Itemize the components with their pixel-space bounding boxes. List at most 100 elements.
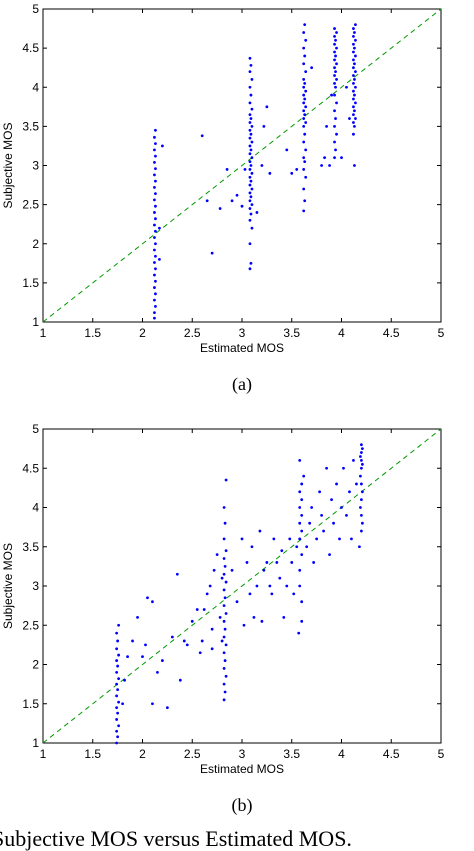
data-point bbox=[268, 171, 272, 175]
data-point bbox=[360, 490, 364, 494]
data-point bbox=[302, 101, 306, 105]
data-point bbox=[333, 140, 336, 144]
x-tick-label: 3 bbox=[239, 326, 246, 340]
data-point bbox=[302, 474, 306, 478]
data-point bbox=[270, 592, 274, 596]
data-point bbox=[315, 537, 319, 541]
data-point bbox=[249, 93, 253, 97]
y-tick-label: 2 bbox=[32, 237, 39, 251]
data-point bbox=[212, 568, 216, 572]
data-point bbox=[225, 168, 229, 171]
data-point bbox=[243, 168, 247, 171]
data-point bbox=[302, 109, 306, 113]
data-point bbox=[302, 117, 306, 120]
data-point bbox=[335, 101, 338, 105]
data-point bbox=[222, 588, 226, 592]
data-point bbox=[334, 54, 337, 58]
data-point bbox=[222, 506, 226, 509]
data-point bbox=[153, 286, 156, 289]
data-point bbox=[335, 78, 338, 81]
data-point bbox=[249, 63, 253, 67]
data-point bbox=[352, 50, 355, 54]
data-point bbox=[250, 124, 254, 128]
data-point bbox=[218, 616, 222, 619]
data-point bbox=[265, 561, 269, 564]
data-point bbox=[117, 677, 121, 681]
data-point bbox=[295, 168, 299, 171]
data-point bbox=[248, 267, 252, 271]
data-point bbox=[318, 490, 322, 494]
data-point bbox=[333, 34, 336, 38]
data-point bbox=[115, 682, 119, 686]
data-point bbox=[248, 128, 252, 132]
data-point bbox=[205, 199, 209, 203]
data-point bbox=[222, 651, 226, 655]
data-point bbox=[153, 186, 156, 189]
data-point bbox=[359, 474, 362, 478]
data-point bbox=[248, 160, 252, 163]
data-point bbox=[353, 31, 356, 34]
data-point bbox=[304, 89, 308, 93]
y-axis-label: Subjective MOS bbox=[1, 543, 15, 629]
data-point bbox=[117, 623, 121, 627]
data-point bbox=[355, 482, 358, 486]
data-point bbox=[252, 616, 256, 619]
data-point bbox=[250, 171, 254, 175]
data-point bbox=[248, 56, 252, 60]
data-point bbox=[116, 735, 120, 739]
data-point bbox=[290, 561, 294, 564]
data-point bbox=[288, 537, 292, 541]
data-point bbox=[161, 659, 164, 662]
data-point bbox=[248, 218, 252, 222]
data-point bbox=[304, 70, 308, 73]
panel-label: (b) bbox=[232, 795, 253, 816]
data-point bbox=[352, 459, 355, 462]
data-point bbox=[250, 545, 254, 549]
data-point bbox=[131, 639, 134, 643]
data-point bbox=[156, 670, 159, 674]
data-point bbox=[222, 557, 226, 560]
data-point bbox=[200, 639, 204, 643]
data-point bbox=[154, 154, 157, 158]
data-point bbox=[153, 135, 156, 139]
data-point bbox=[230, 568, 234, 572]
data-point bbox=[248, 136, 252, 140]
y-tick-label: 3.5 bbox=[22, 540, 39, 554]
data-point bbox=[354, 70, 357, 73]
data-point bbox=[353, 78, 356, 81]
x-tick-label: 2 bbox=[139, 747, 146, 761]
x-tick-label: 4 bbox=[338, 747, 345, 761]
data-point bbox=[292, 592, 296, 596]
data-point bbox=[144, 643, 147, 647]
data-point bbox=[249, 132, 253, 136]
data-point bbox=[290, 171, 294, 175]
data-point bbox=[360, 529, 363, 533]
y-tick-label: 5 bbox=[32, 2, 39, 16]
data-point bbox=[354, 54, 357, 58]
x-tick-label: 2.5 bbox=[184, 747, 201, 761]
data-point bbox=[298, 490, 302, 494]
data-point bbox=[265, 105, 269, 109]
data-point bbox=[235, 193, 239, 197]
y-tick-label: 3 bbox=[32, 579, 39, 593]
x-tick-label: 2.5 bbox=[184, 326, 201, 340]
data-point bbox=[202, 608, 206, 611]
data-point bbox=[275, 561, 279, 564]
data-point bbox=[154, 217, 157, 221]
data-point bbox=[352, 58, 355, 62]
data-point bbox=[353, 93, 356, 97]
data-point bbox=[360, 498, 363, 502]
data-point bbox=[354, 117, 357, 120]
data-point bbox=[154, 242, 157, 246]
data-point bbox=[222, 537, 226, 541]
data-point bbox=[262, 568, 266, 572]
data-point bbox=[250, 107, 254, 111]
data-point bbox=[302, 78, 306, 81]
data-point bbox=[354, 85, 357, 89]
y-tick-label: 1 bbox=[32, 315, 39, 329]
data-point bbox=[285, 584, 289, 588]
data-point bbox=[158, 226, 161, 230]
data-point bbox=[340, 506, 343, 509]
data-point bbox=[333, 50, 336, 54]
data-point bbox=[224, 580, 228, 584]
